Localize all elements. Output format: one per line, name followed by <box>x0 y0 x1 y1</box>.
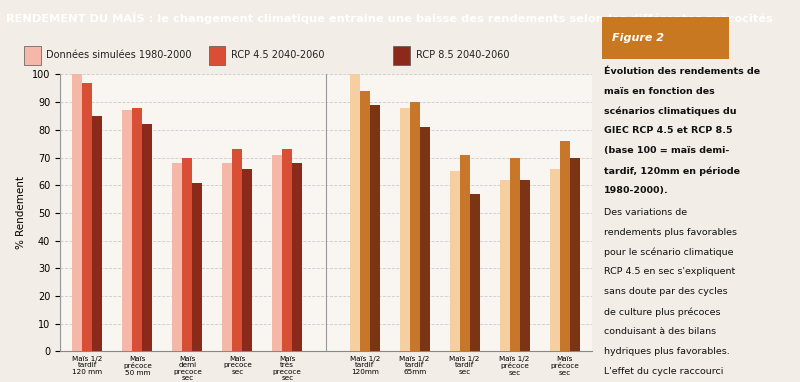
Text: conduisant à des bilans: conduisant à des bilans <box>604 327 716 336</box>
Bar <box>570 157 579 351</box>
Text: (base 100 = maïs demi-: (base 100 = maïs demi- <box>604 146 730 155</box>
Text: Données simulées 1980-2000: Données simulées 1980-2000 <box>46 50 192 60</box>
Text: L'effet du cycle raccourci: L'effet du cycle raccourci <box>604 367 723 376</box>
Bar <box>499 180 510 351</box>
Text: rendements plus favorables: rendements plus favorables <box>604 228 737 237</box>
Bar <box>272 155 282 351</box>
Bar <box>182 157 192 351</box>
Bar <box>172 163 182 351</box>
Text: RCP 8.5 2040-2060: RCP 8.5 2040-2060 <box>416 50 510 60</box>
Bar <box>394 46 410 65</box>
Bar <box>282 149 292 351</box>
Bar <box>242 169 252 351</box>
Bar <box>460 155 470 351</box>
Text: Figure 2: Figure 2 <box>612 33 664 43</box>
Text: GIEC RCP 4.5 et RCP 8.5: GIEC RCP 4.5 et RCP 8.5 <box>604 126 733 136</box>
Bar <box>133 108 142 351</box>
Bar <box>450 172 460 351</box>
FancyBboxPatch shape <box>602 17 729 59</box>
Text: 1980-2000).: 1980-2000). <box>604 186 669 195</box>
Text: hydriques plus favorables.: hydriques plus favorables. <box>604 347 730 356</box>
Bar <box>510 157 519 351</box>
Bar <box>142 125 153 351</box>
Bar <box>550 169 559 351</box>
Text: pour le scénario climatique: pour le scénario climatique <box>604 248 734 257</box>
Text: RENDEMENT DU MAÏS : le changement climatique entraine une baisse des rendements : RENDEMENT DU MAÏS : le changement climat… <box>6 12 773 24</box>
Bar <box>350 74 360 351</box>
Bar <box>122 110 133 351</box>
Bar <box>410 102 420 351</box>
Bar <box>232 149 242 351</box>
Bar <box>222 163 232 351</box>
Bar <box>93 116 102 351</box>
Bar <box>292 163 302 351</box>
Text: RCP 4.5 en sec s'expliquent: RCP 4.5 en sec s'expliquent <box>604 267 735 277</box>
Bar <box>24 46 41 65</box>
Text: Évolution des rendements de: Évolution des rendements de <box>604 67 760 76</box>
Text: maïs en fonction des: maïs en fonction des <box>604 87 715 96</box>
Bar <box>420 127 430 351</box>
Bar <box>370 105 380 351</box>
Bar <box>470 194 480 351</box>
Bar <box>82 83 93 351</box>
Y-axis label: % Rendement: % Rendement <box>16 176 26 249</box>
Text: Des variations de: Des variations de <box>604 208 687 217</box>
Text: tardif, 120mm en période: tardif, 120mm en période <box>604 166 740 176</box>
Text: scénarios climatiques du: scénarios climatiques du <box>604 107 737 116</box>
Bar <box>360 91 370 351</box>
Text: sans doute par des cycles: sans doute par des cycles <box>604 287 728 296</box>
Bar <box>192 183 202 351</box>
Bar <box>559 141 570 351</box>
Bar <box>519 180 530 351</box>
Bar <box>209 46 226 65</box>
Text: RCP 4.5 2040-2060: RCP 4.5 2040-2060 <box>231 50 325 60</box>
Bar <box>73 74 82 351</box>
Text: de culture plus précoces: de culture plus précoces <box>604 307 721 317</box>
Bar <box>400 108 410 351</box>
